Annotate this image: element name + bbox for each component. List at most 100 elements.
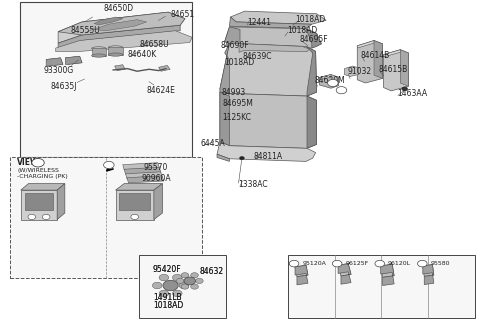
Text: 84635J: 84635J	[51, 82, 77, 92]
Text: 1125KC: 1125KC	[222, 113, 251, 122]
Polygon shape	[116, 184, 162, 190]
Text: 95420F: 95420F	[153, 265, 181, 274]
Text: c: c	[31, 215, 33, 219]
Text: 1338AC: 1338AC	[239, 180, 268, 189]
Ellipse shape	[108, 46, 123, 49]
Text: 91032: 91032	[347, 67, 372, 76]
Text: 84651: 84651	[170, 10, 195, 19]
Circle shape	[104, 161, 114, 169]
Circle shape	[240, 156, 244, 160]
Polygon shape	[230, 11, 326, 24]
Text: 84658U: 84658U	[140, 40, 169, 49]
Text: c: c	[378, 261, 381, 266]
Polygon shape	[225, 27, 322, 48]
Text: 1018AD: 1018AD	[153, 300, 183, 310]
Polygon shape	[338, 264, 351, 276]
Polygon shape	[423, 265, 434, 277]
Polygon shape	[220, 43, 229, 93]
Polygon shape	[220, 43, 317, 96]
Circle shape	[163, 280, 178, 291]
Text: 93300G: 93300G	[44, 66, 74, 75]
Text: 84632: 84632	[199, 267, 224, 276]
Circle shape	[327, 79, 338, 87]
Polygon shape	[306, 29, 322, 48]
Text: A: A	[36, 160, 40, 165]
Text: 84650D: 84650D	[104, 4, 134, 13]
Polygon shape	[217, 154, 229, 161]
Polygon shape	[381, 264, 394, 285]
Polygon shape	[239, 44, 310, 52]
Text: d: d	[420, 261, 424, 266]
Polygon shape	[108, 48, 123, 54]
Text: a: a	[331, 80, 335, 86]
Circle shape	[32, 158, 44, 167]
Text: 84695F: 84695F	[300, 35, 328, 44]
Circle shape	[176, 278, 184, 283]
Text: b: b	[336, 261, 339, 266]
Polygon shape	[357, 41, 374, 48]
Polygon shape	[295, 265, 308, 285]
Text: 96120L: 96120L	[388, 261, 411, 266]
Polygon shape	[21, 184, 65, 190]
Text: 84615B: 84615B	[379, 65, 408, 74]
Text: -CHARGING (PK): -CHARGING (PK)	[17, 174, 68, 179]
Text: 1463AA: 1463AA	[397, 89, 427, 98]
Bar	[288, 256, 475, 318]
Text: 84690F: 84690F	[221, 41, 250, 50]
Text: 84632: 84632	[199, 267, 224, 276]
Text: VIEW: VIEW	[17, 158, 40, 167]
Polygon shape	[92, 48, 106, 55]
Text: 84993: 84993	[222, 88, 246, 97]
Circle shape	[195, 278, 203, 283]
Text: 6445A: 6445A	[201, 139, 226, 148]
Polygon shape	[338, 264, 351, 284]
Circle shape	[172, 274, 182, 281]
Polygon shape	[384, 50, 400, 57]
Text: 84555U: 84555U	[70, 26, 100, 35]
Polygon shape	[306, 47, 317, 96]
Text: 1018AD: 1018AD	[287, 26, 317, 34]
Text: 84620M: 84620M	[314, 76, 345, 85]
Polygon shape	[357, 41, 383, 83]
Circle shape	[179, 282, 189, 289]
Circle shape	[375, 260, 384, 267]
Polygon shape	[307, 96, 317, 148]
Polygon shape	[225, 27, 240, 46]
Polygon shape	[220, 92, 317, 148]
Polygon shape	[57, 184, 65, 219]
Circle shape	[159, 290, 168, 297]
Text: 1018AD: 1018AD	[225, 58, 255, 67]
Text: 84695M: 84695M	[223, 99, 253, 108]
Polygon shape	[295, 265, 308, 277]
Text: 84639C: 84639C	[242, 52, 272, 61]
Text: 84811A: 84811A	[253, 152, 283, 161]
Polygon shape	[154, 184, 162, 219]
Text: b: b	[340, 88, 343, 93]
Polygon shape	[46, 58, 63, 66]
Text: A: A	[107, 162, 111, 168]
Circle shape	[402, 87, 408, 91]
Polygon shape	[229, 17, 312, 29]
Bar	[10, 157, 202, 278]
Polygon shape	[220, 92, 229, 146]
Polygon shape	[120, 194, 150, 210]
Polygon shape	[65, 56, 82, 64]
Polygon shape	[123, 163, 159, 170]
Circle shape	[191, 273, 198, 278]
Polygon shape	[58, 12, 185, 35]
Ellipse shape	[92, 54, 106, 57]
Text: e: e	[133, 215, 136, 219]
Polygon shape	[58, 12, 185, 43]
Ellipse shape	[108, 53, 123, 56]
Text: 95420F: 95420F	[153, 265, 181, 274]
Polygon shape	[423, 265, 434, 284]
Text: 95120A: 95120A	[302, 261, 326, 266]
Polygon shape	[24, 194, 53, 210]
Polygon shape	[381, 264, 394, 277]
Polygon shape	[21, 190, 57, 219]
Polygon shape	[217, 142, 316, 161]
Circle shape	[332, 260, 342, 267]
Circle shape	[181, 273, 189, 278]
Polygon shape	[65, 56, 82, 64]
Text: 1018AD: 1018AD	[153, 300, 183, 310]
